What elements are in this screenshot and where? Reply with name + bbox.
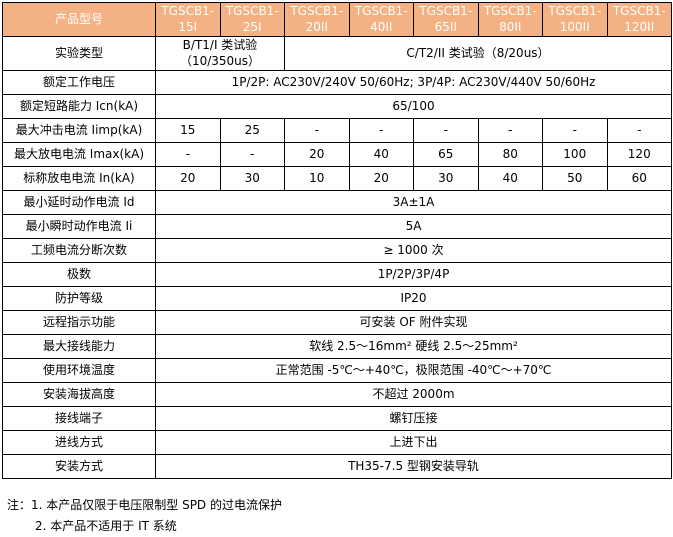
data-cell: 30	[219, 166, 285, 192]
header-model-120II: TGSCB1-120II	[606, 1, 672, 38]
row-label-cell: 最大冲击电流 Iimp(kA)	[2, 118, 156, 144]
row-protection-grade: 防护等级 IP20	[2, 286, 672, 312]
row-wire-entry-mode: 进线方式 上进下出	[2, 430, 672, 456]
row-label-cell: 极数	[2, 262, 156, 288]
data-cell: 30	[413, 166, 479, 192]
row-value-cell: 可安装 OF 附件实现	[155, 310, 672, 336]
row-value-cell: TH35-7.5 型钢安装导轨	[155, 454, 672, 480]
row-impulse-current: 最大冲击电流 Iimp(kA) 15 25 - - - - - -	[2, 118, 672, 144]
row-label-cell: 额定短路能力 Icn(kA)	[2, 94, 156, 120]
row-breaking-times: 工频电流分断次数 ≥ 1000 次	[2, 238, 672, 264]
note-line-1: 注：1. 本产品仅限于电压限制型 SPD 的过电流保护	[7, 498, 282, 513]
data-cell: 50	[542, 166, 608, 192]
data-cell: 40	[477, 166, 543, 192]
product-spec-table: 产品型号 TGSCB1-15I TGSCB1-25I TGSCB1-20II T…	[2, 1, 672, 480]
row-value-cell: 5A	[155, 214, 672, 240]
row-value-cell: 1P/2P: AC230V/240V 50/60Hz; 3P/4P: AC230…	[155, 70, 672, 96]
row-min-instant-current: 最小瞬时动作电流 Ii 5A	[2, 214, 672, 240]
header-model-25I: TGSCB1-25I	[219, 1, 285, 38]
row-rated-voltage: 额定工作电压 1P/2P: AC230V/240V 50/60Hz; 3P/4P…	[2, 70, 672, 96]
row-label-cell: 最小延时动作电流 Id	[2, 190, 156, 216]
data-cell: -	[284, 118, 350, 144]
row-installation-altitude: 安装海拔高度 不超过 2000m	[2, 382, 672, 408]
note-line-2: 2. 本产品不适用于 IT 系统	[35, 519, 177, 534]
data-cell: -	[155, 142, 221, 168]
data-cell: 20	[284, 142, 350, 168]
data-cell: 20	[155, 166, 221, 192]
row-poles: 极数 1P/2P/3P/4P	[2, 262, 672, 288]
row-label-cell: 最大放电电流 Imax(kA)	[2, 142, 156, 168]
row-value-cell: IP20	[155, 286, 672, 312]
data-cell: -	[477, 118, 543, 144]
row-test-type: 实验类型 B/T1/I 类试验（10/350us） C/T2/II 类试验（8/…	[2, 36, 672, 72]
data-cell: -	[413, 118, 479, 144]
header-model-15I: TGSCB1-15I	[155, 1, 221, 38]
row-label-cell: 最大接线能力	[2, 334, 156, 360]
row-label-cell: 标称放电电流 In(kA)	[2, 166, 156, 192]
header-model-100II: TGSCB1-100II	[542, 1, 608, 38]
row-label-cell: 实验类型	[2, 36, 156, 72]
data-cell: 40	[348, 142, 414, 168]
data-cell: 10	[284, 166, 350, 192]
data-cell: -	[606, 118, 672, 144]
header-model-40II: TGSCB1-40II	[348, 1, 414, 38]
data-cell: 120	[606, 142, 672, 168]
header-model-20II: TGSCB1-20II	[284, 1, 350, 38]
data-cell: -	[542, 118, 608, 144]
header-model-65II: TGSCB1-65II	[413, 1, 479, 38]
row-min-delay-current: 最小延时动作电流 Id 3A±1A	[2, 190, 672, 216]
row-value-cell: 螺钉压接	[155, 406, 672, 432]
row-remote-indication: 远程指示功能 可安装 OF 附件实现	[2, 310, 672, 336]
row-label-cell: 远程指示功能	[2, 310, 156, 336]
row-value-cell-class2: C/T2/II 类试验（8/20us）	[284, 36, 672, 72]
data-cell: 15	[155, 118, 221, 144]
row-max-discharge-current: 最大放电电流 Imax(kA) - - 20 40 65 80 100 120	[2, 142, 672, 168]
data-cell: 25	[219, 118, 285, 144]
data-cell: 80	[477, 142, 543, 168]
row-value-cell: ≥ 1000 次	[155, 238, 672, 264]
row-label-cell: 进线方式	[2, 430, 156, 456]
row-max-wiring-capacity: 最大接线能力 软线 2.5～16mm² 硬线 2.5～25mm²	[2, 334, 672, 360]
data-cell: 65	[413, 142, 479, 168]
row-label-cell: 使用环境温度	[2, 358, 156, 384]
row-value-cell: 正常范围 -5℃～+40℃，极限范围 -40℃～+70℃	[155, 358, 672, 384]
row-value-cell: 软线 2.5～16mm² 硬线 2.5～25mm²	[155, 334, 672, 360]
table-header-row: 产品型号 TGSCB1-15I TGSCB1-25I TGSCB1-20II T…	[2, 1, 672, 38]
row-nominal-discharge-current: 标称放电电流 In(kA) 20 30 10 20 30 40 50 60	[2, 166, 672, 192]
data-cell: 60	[606, 166, 672, 192]
data-cell: -	[219, 142, 285, 168]
data-cell: 100	[542, 142, 608, 168]
row-value-cell-class1: B/T1/I 类试验（10/350us）	[155, 36, 285, 72]
header-product-model-label: 产品型号	[2, 1, 156, 38]
row-label-cell: 工频电流分断次数	[2, 238, 156, 264]
row-value-cell: 不超过 2000m	[155, 382, 672, 408]
row-label-cell: 安装海拔高度	[2, 382, 156, 408]
row-installation-mode: 安装方式 TH35-7.5 型钢安装导轨	[2, 454, 672, 480]
row-label-cell: 最小瞬时动作电流 Ii	[2, 214, 156, 240]
row-label-cell: 防护等级	[2, 286, 156, 312]
row-terminal-type: 接线端子 螺钉压接	[2, 406, 672, 432]
row-label-cell: 安装方式	[2, 454, 156, 480]
row-ambient-temperature: 使用环境温度 正常范围 -5℃～+40℃，极限范围 -40℃～+70℃	[2, 358, 672, 384]
row-value-cell: 1P/2P/3P/4P	[155, 262, 672, 288]
row-short-circuit-capacity: 额定短路能力 Icn(kA) 65/100	[2, 94, 672, 120]
data-cell: 20	[348, 166, 414, 192]
row-label-cell: 接线端子	[2, 406, 156, 432]
header-model-80II: TGSCB1-80II	[477, 1, 543, 38]
row-value-cell: 上进下出	[155, 430, 672, 456]
footnotes: 注：1. 本产品仅限于电压限制型 SPD 的过电流保护 2. 本产品不适用于 I…	[2, 495, 673, 537]
data-cell: -	[348, 118, 414, 144]
row-label-cell: 额定工作电压	[2, 70, 156, 96]
row-value-cell: 65/100	[155, 94, 672, 120]
row-value-cell: 3A±1A	[155, 190, 672, 216]
